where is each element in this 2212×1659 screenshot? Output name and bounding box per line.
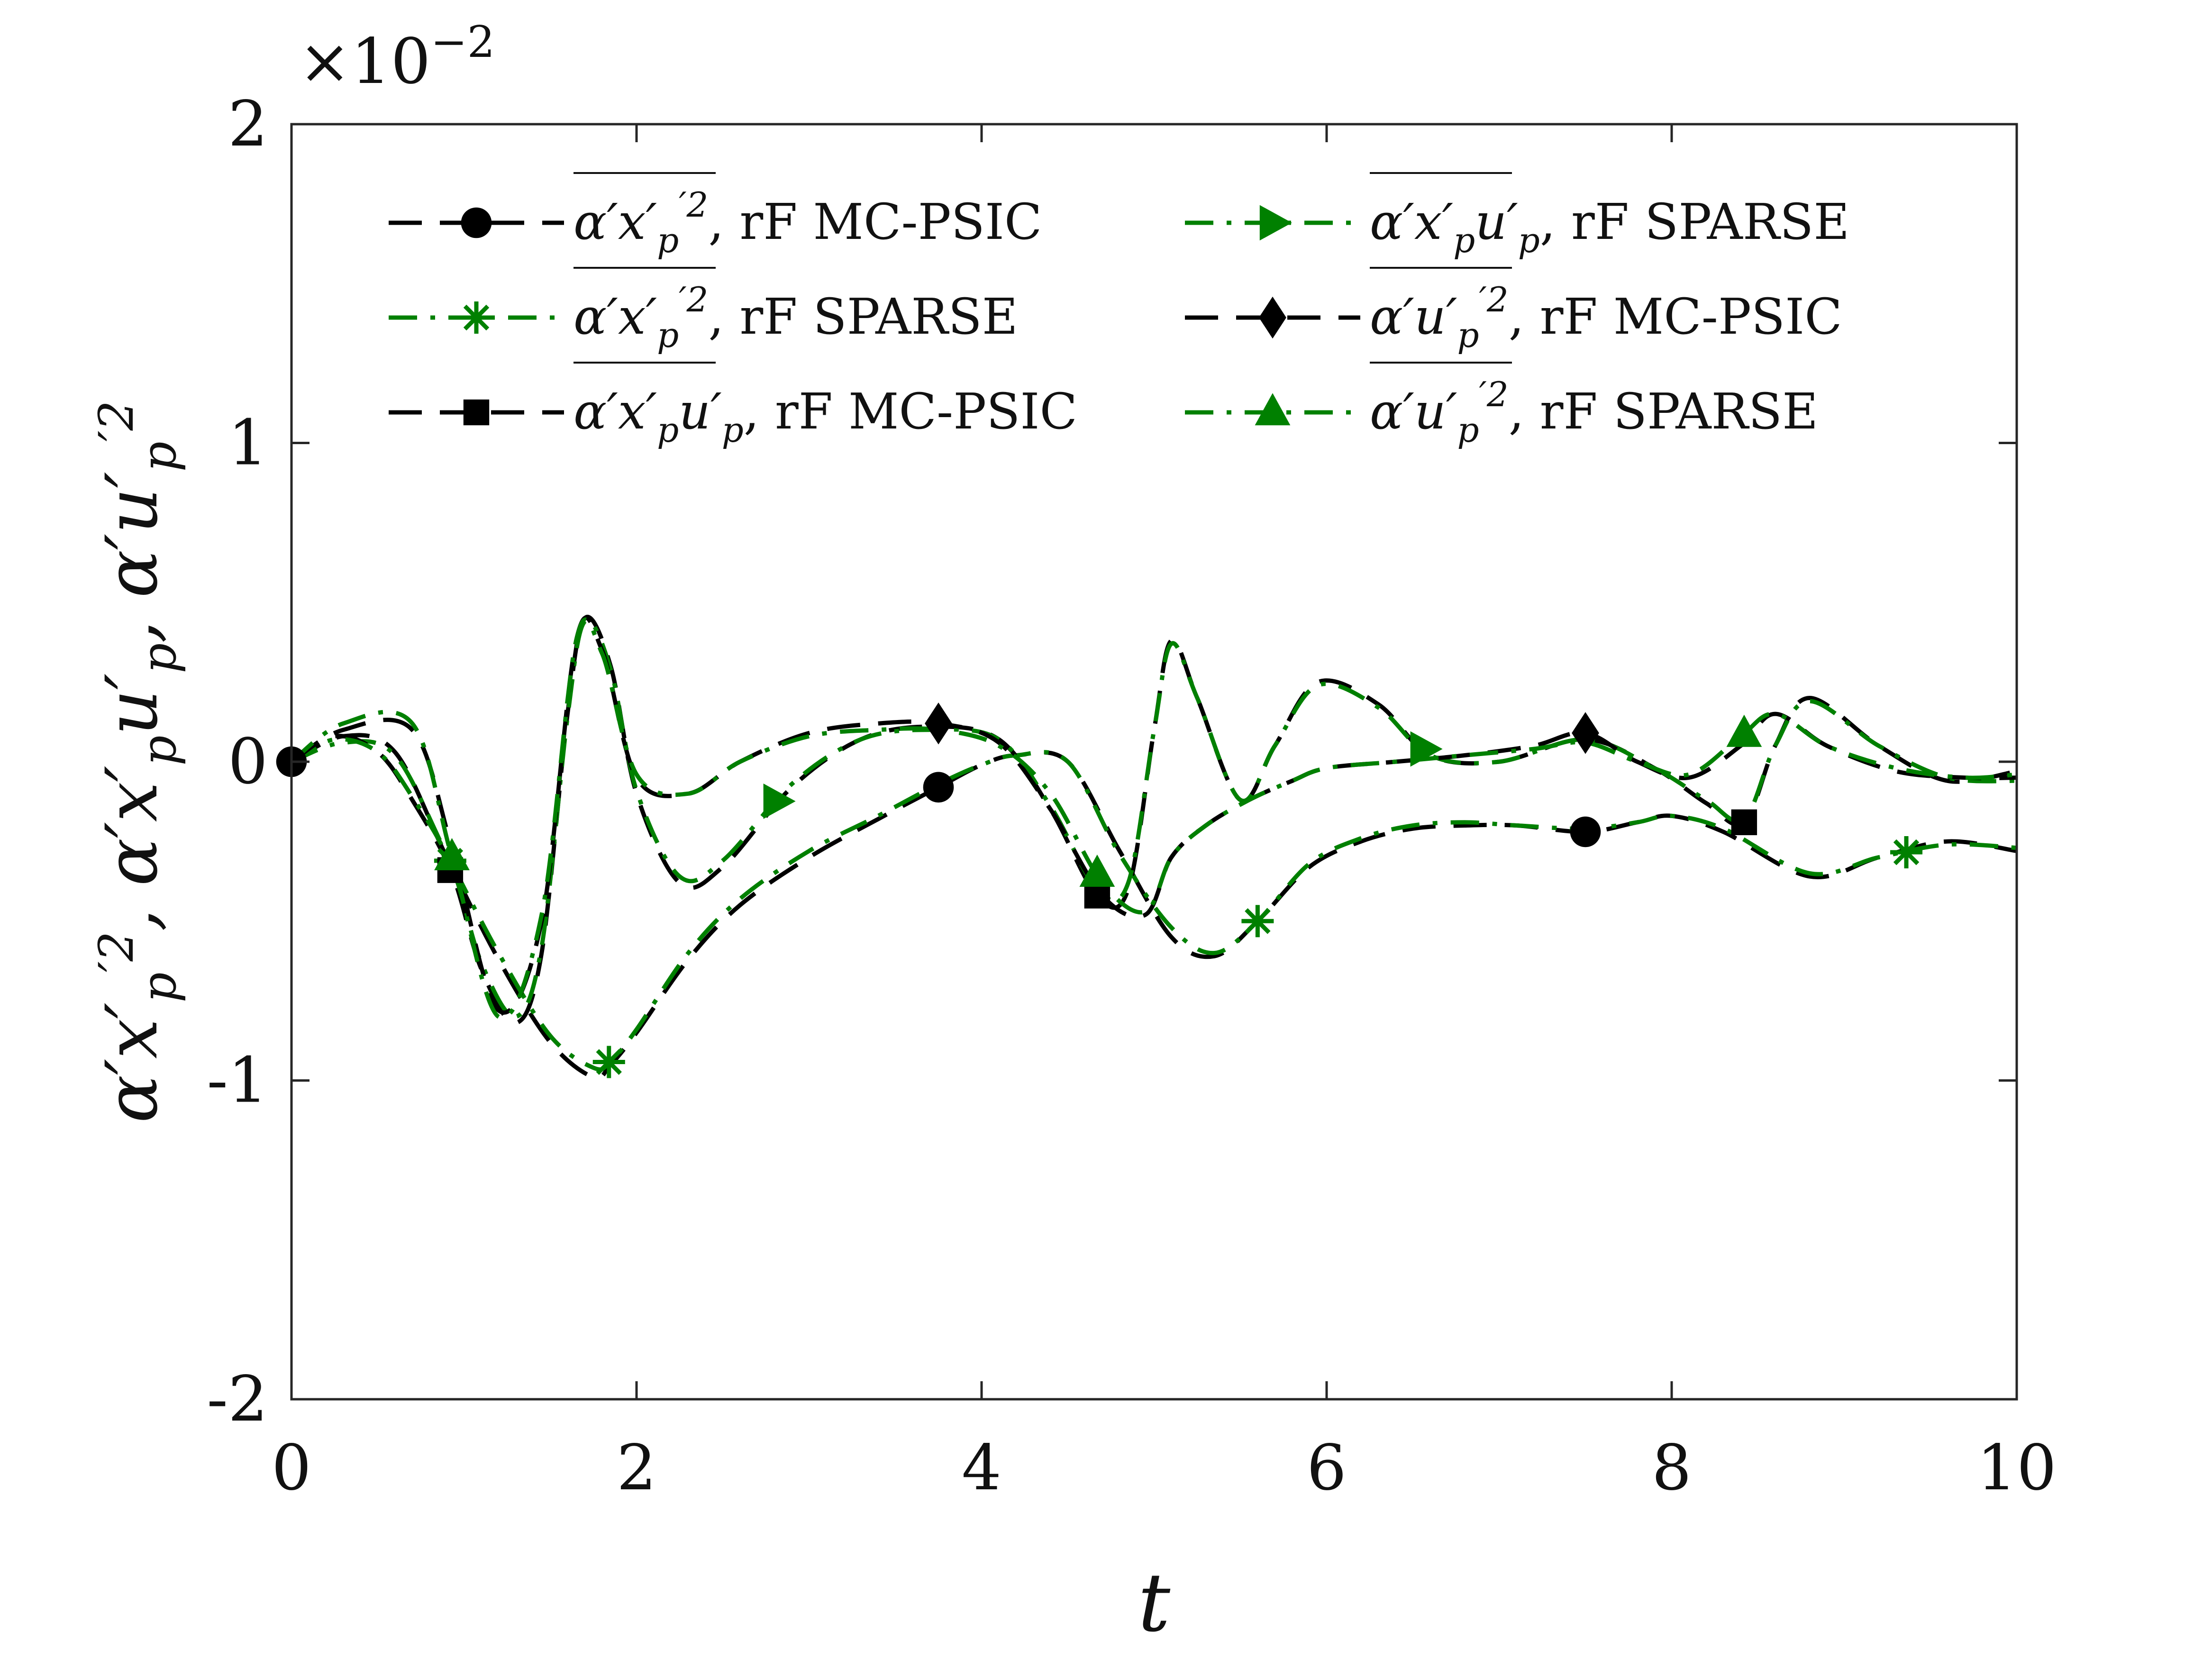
series-5-marker-1 xyxy=(1079,854,1115,887)
legend-label-5: α′u′p′2, rF SPARSE xyxy=(1370,374,1818,450)
legend-entry-3: α′x′pu′p, rF SPARSE xyxy=(1185,172,1849,260)
series-4-marker-0 xyxy=(925,702,952,745)
legend-entry-0: α′x′p′2, rF MC-PSIC xyxy=(389,172,1042,260)
series-line-4 xyxy=(290,616,2017,1015)
y-tick-label-4: 2 xyxy=(228,88,268,161)
legend-marker-1 xyxy=(460,301,492,334)
x-tick-label-2: 4 xyxy=(962,1431,1001,1504)
legend-entry-5: α′u′p′2, rF SPARSE xyxy=(1185,362,1818,450)
x-tick-label-1: 2 xyxy=(617,1431,656,1504)
legend-entry-2: α′x′pu′p, rF MC-PSIC xyxy=(389,362,1077,450)
legend-label-2: α′x′pu′p, rF MC-PSIC xyxy=(573,383,1077,450)
legend: α′x′p′2, rF MC-PSIC α′x′p′2, rF SPARSE α′x… xyxy=(389,172,1849,450)
marker-layer xyxy=(276,702,1923,1078)
x-axis-label: t xyxy=(1138,1556,1171,1650)
legend-entry-4: α′u′p′2, rF MC-PSIC xyxy=(1185,267,1842,355)
series-line-5 xyxy=(290,617,2017,1020)
legend-label-0: α′x′p′2, rF MC-PSIC xyxy=(573,185,1042,260)
legend-marker-3 xyxy=(1259,205,1292,241)
plot-area xyxy=(291,124,2017,1399)
series-line-0 xyxy=(290,733,2017,1081)
y-multiplier: ×10−2 xyxy=(299,17,495,98)
series-5-marker-0 xyxy=(434,838,470,870)
legend-marker-4 xyxy=(1259,296,1286,339)
x-tick-label-0: 0 xyxy=(272,1431,311,1504)
y-tick-label-0: -2 xyxy=(207,1363,268,1436)
y-tick-label-2: 0 xyxy=(228,725,268,798)
series-1-marker-3 xyxy=(1890,836,1923,868)
legend-entry-1: α′x′p′2, rF SPARSE xyxy=(389,267,1018,355)
series-1-marker-2 xyxy=(1241,905,1274,938)
y-tick-label-3: 1 xyxy=(228,407,268,480)
legend-label-4: α′u′p′2, rF MC-PSIC xyxy=(1370,280,1842,355)
legend-marker-0 xyxy=(461,207,492,238)
y-axis-label: α′x′p′2, α′x′pu′p, α′u′p′2 xyxy=(89,401,187,1123)
series-0-marker-1 xyxy=(923,772,954,803)
tick-layer: 0 2 4 6 8 10 -2 -1 0 1 2 xyxy=(207,88,2057,1504)
series-5-marker-2 xyxy=(1726,714,1762,747)
series-3-marker-0 xyxy=(763,783,796,819)
series-4-marker-1 xyxy=(1572,712,1599,754)
legend-label-3: α′x′pu′p, rF SPARSE xyxy=(1370,193,1849,260)
legend-marker-5 xyxy=(1255,393,1291,426)
series-layer xyxy=(290,615,2017,1081)
x-tick-label-4: 8 xyxy=(1652,1431,1692,1504)
series-line-1 xyxy=(291,739,2017,1072)
series-2-marker-2 xyxy=(1731,809,1757,835)
x-tick-label-5: 10 xyxy=(1977,1431,2057,1504)
series-1-marker-1 xyxy=(592,1046,625,1078)
legend-label-1: α′x′p′2, rF SPARSE xyxy=(573,280,1018,355)
x-tick-label-3: 6 xyxy=(1307,1431,1347,1504)
series-3-marker-1 xyxy=(1410,731,1443,767)
series-2-marker-1 xyxy=(1084,883,1111,909)
y-tick-label-1: -1 xyxy=(207,1044,268,1117)
legend-marker-2 xyxy=(463,399,490,426)
series-0-marker-2 xyxy=(1570,816,1601,848)
